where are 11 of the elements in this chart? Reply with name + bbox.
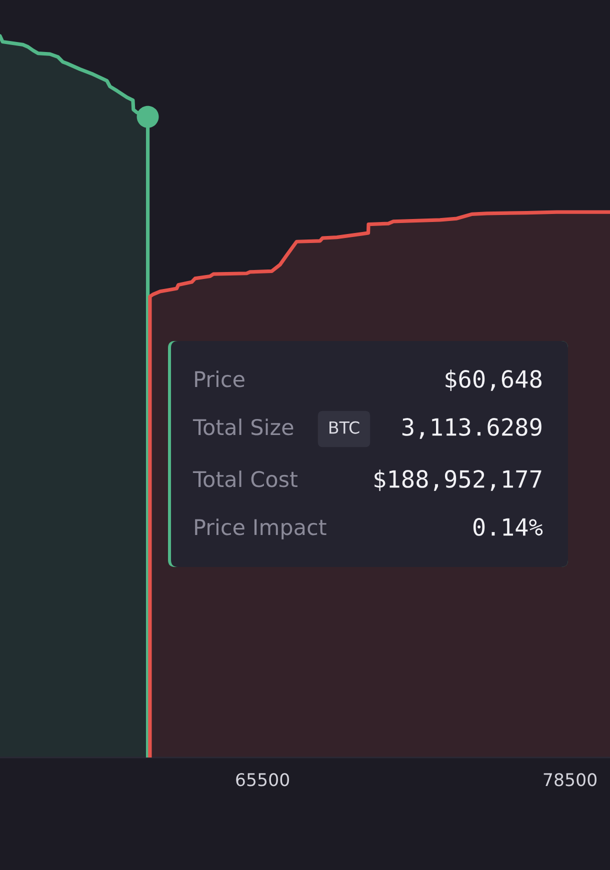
annotation: Price Impact [195,518,326,540]
annotation: Total Size [192,418,294,436]
annotation: Total Cost [192,470,298,488]
x-tick-label: 78500 [544,773,596,786]
annotation: $60,648 [446,370,542,392]
x-tick-label: 65500 [236,773,290,786]
annotation: Price [195,370,244,388]
annotation: $188,952,177 [374,470,542,492]
annotation: 3,113.6289 [402,418,542,439]
annotation: 0.14% [473,518,543,536]
annotation: BTC [330,421,360,434]
